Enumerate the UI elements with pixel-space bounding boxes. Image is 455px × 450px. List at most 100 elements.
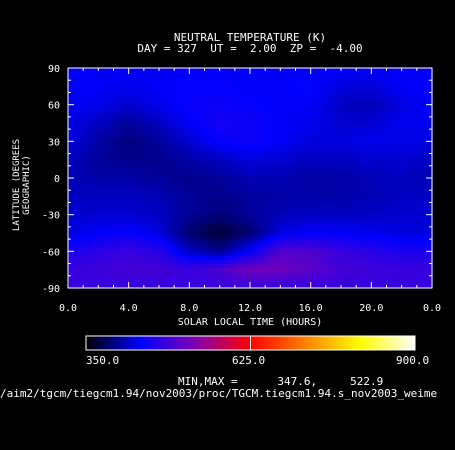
heatmap-cell (344, 268, 349, 273)
heatmap-cell (112, 192, 117, 197)
heatmap-cell (140, 252, 145, 257)
heatmap-cell (352, 216, 357, 221)
heatmap-cell (372, 104, 377, 109)
heatmap-cell (320, 188, 325, 193)
heatmap-cell (252, 120, 257, 125)
heatmap-cell (192, 260, 197, 265)
heatmap-cell (336, 216, 341, 221)
heatmap-cell (320, 172, 325, 177)
heatmap-cell (256, 132, 261, 137)
heatmap-cell (328, 156, 333, 161)
heatmap-cell (340, 272, 345, 277)
heatmap-cell (132, 100, 137, 105)
heatmap-cell (296, 232, 301, 237)
heatmap-cell (124, 256, 129, 261)
heatmap-cell (232, 256, 237, 261)
heatmap-cell (348, 236, 353, 241)
heatmap-cell (292, 184, 297, 189)
heatmap-cell (324, 244, 329, 249)
heatmap-cell (76, 252, 81, 257)
heatmap-cell (176, 252, 181, 257)
heatmap-cell (304, 112, 309, 117)
heatmap-cell (204, 204, 209, 209)
heatmap-cell (264, 132, 269, 137)
heatmap-cell (100, 216, 105, 221)
heatmap-cell (68, 100, 73, 105)
heatmap-cell (400, 132, 405, 137)
heatmap-cell (76, 92, 81, 97)
heatmap-cell (108, 68, 113, 73)
heatmap-cell (376, 212, 381, 217)
heatmap-cell (288, 120, 293, 125)
heatmap-cell (376, 188, 381, 193)
heatmap-cell (300, 68, 305, 73)
heatmap-cell (132, 152, 137, 157)
heatmap-cell (204, 144, 209, 149)
heatmap-cell (264, 184, 269, 189)
heatmap-cell (324, 124, 329, 129)
heatmap-cell (388, 224, 393, 229)
heatmap-cell (416, 168, 421, 173)
heatmap-cell (348, 148, 353, 153)
heatmap-cell (356, 248, 361, 253)
heatmap-cell (416, 88, 421, 93)
heatmap-cell (300, 144, 305, 149)
heatmap-cell (244, 276, 249, 281)
heatmap-cell (112, 80, 117, 85)
heatmap-cell (96, 204, 101, 209)
heatmap-cell (412, 204, 417, 209)
heatmap-cell (92, 152, 97, 157)
heatmap-cell (140, 140, 145, 145)
heatmap-cell (116, 144, 121, 149)
heatmap-cell (360, 152, 365, 157)
heatmap-cell (168, 200, 173, 205)
heatmap-cell (120, 240, 125, 245)
heatmap-cell (96, 272, 101, 277)
heatmap-cell (144, 172, 149, 177)
heatmap-cell (332, 128, 337, 133)
heatmap-cell (208, 248, 213, 253)
heatmap-cell (320, 80, 325, 85)
heatmap-cell (132, 264, 137, 269)
heatmap-cell (252, 176, 257, 181)
heatmap-cell (404, 116, 409, 121)
heatmap-cell (328, 84, 333, 89)
heatmap-cell (276, 280, 281, 285)
heatmap-cell (268, 172, 273, 177)
heatmap-cell (232, 124, 237, 129)
heatmap-cell (224, 252, 229, 257)
heatmap-cell (108, 120, 113, 125)
heatmap-cell (328, 120, 333, 125)
heatmap-cell (168, 176, 173, 181)
heatmap-cell (204, 68, 209, 73)
heatmap-cell (368, 276, 373, 281)
heatmap-cell (328, 104, 333, 109)
heatmap-cell (76, 88, 81, 93)
heatmap-cell (340, 276, 345, 281)
heatmap-cell (424, 144, 429, 149)
heatmap-cell (312, 172, 317, 177)
heatmap-cell (356, 220, 361, 225)
heatmap-cell (104, 144, 109, 149)
heatmap-cell (312, 200, 317, 205)
heatmap-cell (132, 68, 137, 73)
heatmap-cell (272, 192, 277, 197)
heatmap-cell (68, 76, 73, 81)
heatmap-cell (232, 156, 237, 161)
heatmap-cell (116, 116, 121, 121)
heatmap-cell (424, 120, 429, 125)
heatmap-cell (376, 284, 381, 289)
heatmap-cell (196, 96, 201, 101)
heatmap-cell (356, 176, 361, 181)
heatmap-cell (420, 196, 425, 201)
heatmap-cell (284, 228, 289, 233)
heatmap-cell (384, 88, 389, 93)
heatmap-cell (416, 164, 421, 169)
heatmap-cell (352, 276, 357, 281)
heatmap-cell (356, 268, 361, 273)
heatmap-cell (260, 168, 265, 173)
heatmap-cell (212, 100, 217, 105)
heatmap-cell (244, 152, 249, 157)
heatmap-cell (352, 96, 357, 101)
heatmap-cell (268, 100, 273, 105)
